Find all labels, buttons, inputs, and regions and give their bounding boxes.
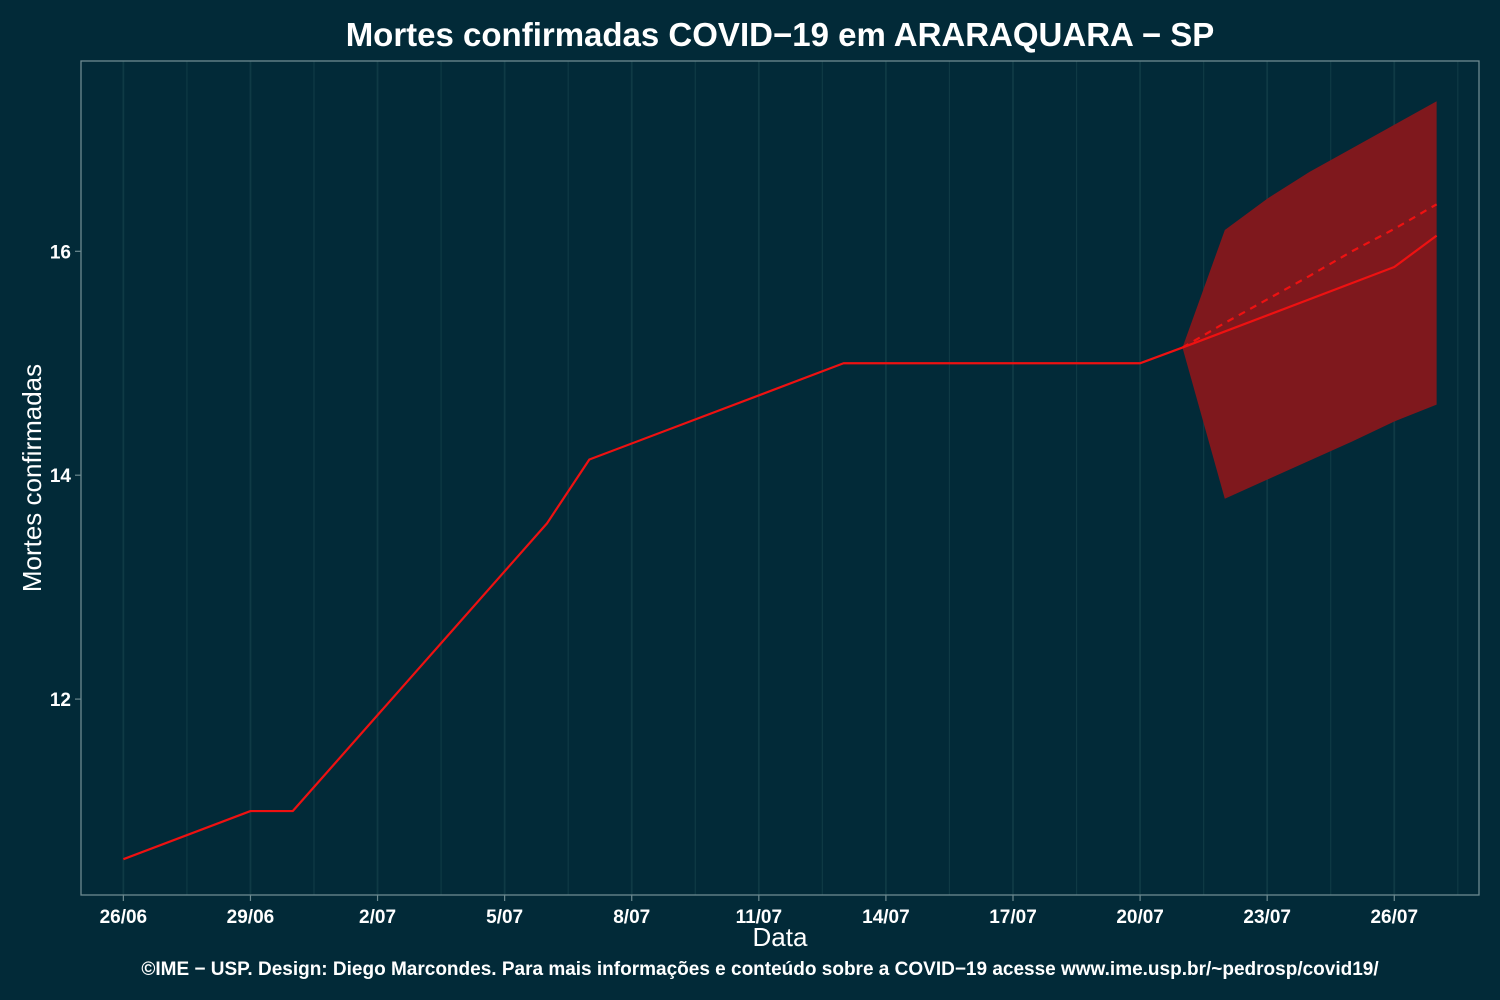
x-axis-title: Data <box>753 922 808 952</box>
x-axis-ticks: 26/06 29/06 2/07 5/07 8/07 11/07 14/07 17/07 20/… <box>100 895 1418 928</box>
x-tick-label: 17/07 <box>989 907 1037 928</box>
series-lines <box>122 203 1438 861</box>
x-tick-label: 8/07 <box>613 907 650 928</box>
y-axis-title: Mortes confirmadas <box>17 364 47 592</box>
forecast-line <box>1181 203 1438 349</box>
x-tick-label: 26/07 <box>1370 907 1418 928</box>
y-tick-label: 16 <box>50 242 71 263</box>
panel-border <box>80 60 1480 896</box>
x-tick-label: 26/06 <box>100 907 148 928</box>
x-tick-label: 11/07 <box>736 907 783 928</box>
x-tick-label: 2/07 <box>359 907 396 928</box>
x-tick-label: 23/07 <box>1243 907 1291 928</box>
x-tick-label: 29/06 <box>227 907 275 928</box>
x-tick-label: 20/07 <box>1116 907 1164 928</box>
chart-title: Mortes confirmadas COVID−19 em ARARAQUAR… <box>346 16 1215 53</box>
footer-caption: ©IME − USP. Design: Diego Marcondes. Par… <box>141 959 1379 980</box>
x-tick-label: 14/07 <box>862 907 910 928</box>
observed-line <box>122 234 1438 861</box>
y-tick-label: 14 <box>50 466 72 487</box>
grid <box>122 61 1459 895</box>
y-axis-ticks: 12 14 16 <box>50 242 81 711</box>
x-tick-label: 5/07 <box>486 907 523 928</box>
y-tick-label: 12 <box>50 690 71 711</box>
